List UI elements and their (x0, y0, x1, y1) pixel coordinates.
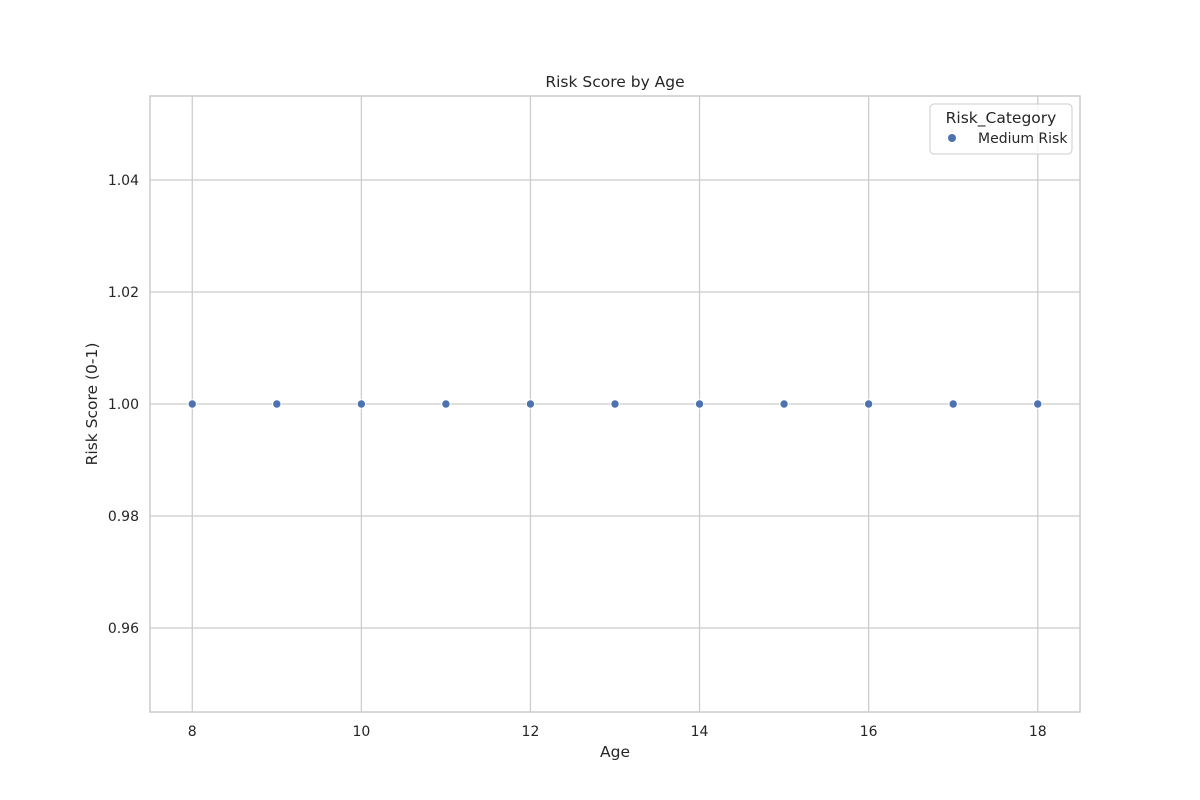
data-point (272, 399, 282, 409)
data-points (187, 399, 1043, 409)
legend-marker-medium-risk (948, 134, 956, 142)
x-tick-label: 12 (522, 724, 540, 740)
data-point (779, 399, 789, 409)
y-tick-label: 1.00 (108, 397, 139, 413)
data-point (187, 399, 197, 409)
data-point (694, 399, 705, 409)
legend-label-medium-risk: Medium Risk (978, 131, 1068, 147)
data-point (863, 399, 874, 409)
data-point (948, 399, 958, 409)
data-point (610, 399, 620, 409)
x-tick-label: 18 (1029, 724, 1047, 740)
x-tick-label: 16 (860, 724, 878, 740)
data-point (356, 399, 367, 409)
y-tick-label: 0.98 (108, 509, 139, 525)
x-tick-label: 8 (188, 724, 197, 740)
y-axis-label: Risk Score (0-1) (83, 343, 101, 466)
y-tick-label: 1.02 (108, 285, 139, 301)
axes-frame (149, 95, 1081, 713)
x-tick-label: 10 (352, 724, 370, 740)
legend: Risk_Category Medium Risk (929, 103, 1073, 155)
data-point (441, 399, 451, 409)
tick-labels: 8 10 12 14 16 18 0.96 0.98 1.00 1.02 1.04 (108, 173, 1047, 740)
y-tick-label: 0.96 (108, 621, 139, 637)
chart-title: Risk Score by Age (545, 73, 684, 91)
legend-title: Risk_Category (946, 109, 1057, 128)
data-point (525, 399, 536, 409)
x-axis-label: Age (600, 743, 630, 761)
legend-box (929, 103, 1073, 155)
data-point (1033, 399, 1043, 409)
y-tick-label: 1.04 (108, 173, 139, 189)
x-tick-label: 14 (691, 724, 709, 740)
